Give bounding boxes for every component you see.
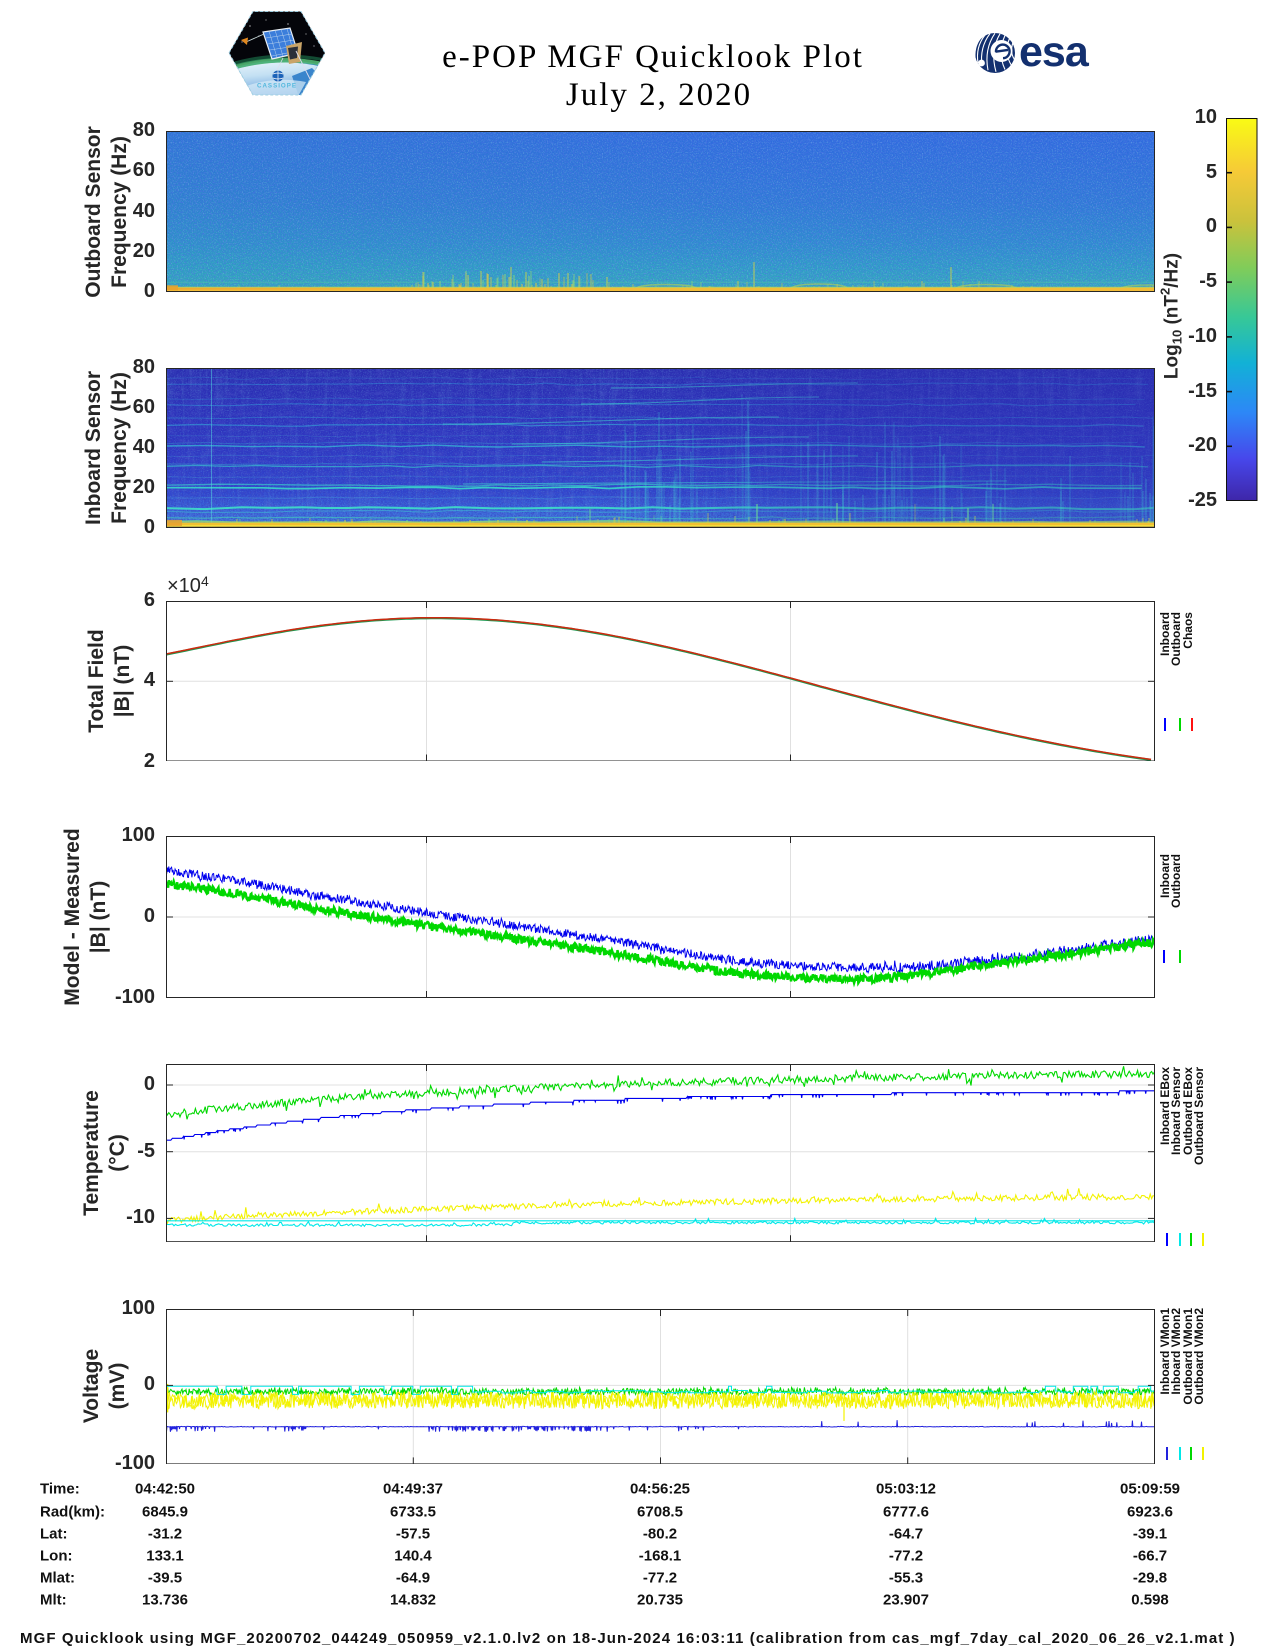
svg-text:CASSIOPE: CASSIOPE <box>257 83 297 90</box>
svg-text:esa: esa <box>1019 28 1090 76</box>
